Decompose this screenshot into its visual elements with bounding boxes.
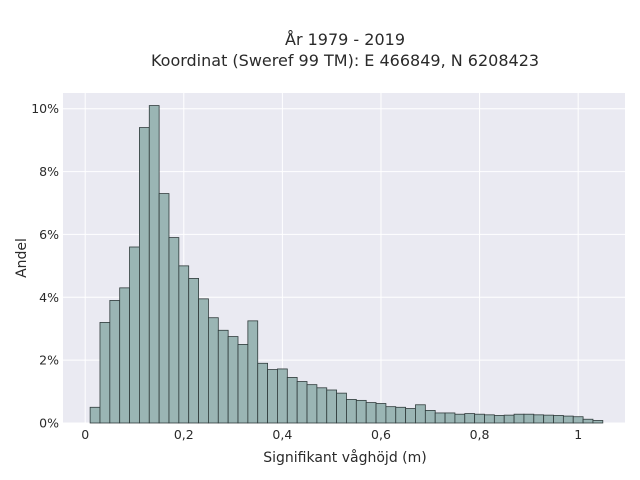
x-tick-label-1: 0,2 xyxy=(174,427,194,442)
y-tick-label-5: 10% xyxy=(31,101,59,116)
histogram-bar-30 xyxy=(385,406,397,424)
x-axis-label: Signifikant våghöjd (m) xyxy=(263,449,426,466)
histogram-bar-51 xyxy=(592,420,604,424)
histogram-bar-35 xyxy=(434,412,446,424)
y-tick-label-2: 4% xyxy=(39,290,59,305)
histogram-bar-9 xyxy=(178,265,190,424)
histogram-bar-17 xyxy=(257,362,268,424)
histogram-bars xyxy=(89,105,604,424)
histogram-bar-24 xyxy=(326,389,338,424)
histogram-bar-1 xyxy=(99,322,111,424)
histogram-bar-43 xyxy=(513,413,525,424)
histogram-bar-15 xyxy=(237,344,249,424)
histogram-bar-21 xyxy=(296,381,308,424)
histogram-bar-8 xyxy=(168,237,180,424)
histogram-bar-32 xyxy=(405,408,416,424)
y-tick-label-4: 8% xyxy=(39,164,59,179)
chart-title-line-1: År 1979 - 2019 xyxy=(285,30,405,49)
x-tick-label-2: 0,4 xyxy=(272,427,292,442)
histogram-bar-23 xyxy=(316,387,328,424)
histogram-bar-49 xyxy=(572,416,584,424)
histogram-bar-0 xyxy=(89,406,101,424)
histogram-bar-22 xyxy=(306,384,318,424)
x-tick-label-3: 0,6 xyxy=(371,427,391,442)
histogram-bar-41 xyxy=(493,415,505,424)
histogram-bar-3 xyxy=(119,287,130,424)
histogram-bar-37 xyxy=(454,413,466,424)
histogram-bar-2 xyxy=(109,300,121,424)
histogram-bar-10 xyxy=(188,278,199,424)
histogram-bar-7 xyxy=(158,193,170,424)
histogram-bar-40 xyxy=(484,414,495,424)
y-tick-label-0: 0% xyxy=(39,416,59,431)
histogram-bar-12 xyxy=(208,317,219,424)
histogram-bar-11 xyxy=(198,298,209,424)
histogram-bar-19 xyxy=(277,368,288,424)
y-tick-label-1: 2% xyxy=(39,353,59,368)
histogram-bar-39 xyxy=(474,413,485,424)
x-tick-label-5: 1 xyxy=(574,427,582,442)
histogram-bar-6 xyxy=(148,105,160,424)
histogram-bar-42 xyxy=(503,414,515,424)
histogram-bar-46 xyxy=(543,414,554,424)
histogram-bar-47 xyxy=(553,415,564,424)
histogram-bar-4 xyxy=(129,246,140,424)
chart-title-line-2: Koordinat (Sweref 99 TM): E 466849, N 62… xyxy=(151,51,539,70)
histogram-bar-26 xyxy=(346,399,357,424)
histogram-bar-14 xyxy=(227,336,239,424)
histogram-bar-50 xyxy=(582,418,594,424)
histogram-bar-31 xyxy=(395,406,407,424)
histogram-bar-36 xyxy=(444,412,456,424)
histogram-bar-27 xyxy=(355,399,367,424)
x-tick-label-4: 0,8 xyxy=(470,427,490,442)
y-tick-label-3: 6% xyxy=(39,227,59,242)
histogram-bar-29 xyxy=(375,403,387,424)
histogram-bar-28 xyxy=(365,402,377,424)
histogram-bar-20 xyxy=(286,377,298,424)
x-tick-label-0: 0 xyxy=(81,427,89,442)
histogram-bar-18 xyxy=(267,369,278,424)
y-axis-label: Andel xyxy=(14,238,30,278)
histogram-bar-34 xyxy=(424,410,436,424)
y-axis-ticks: 0% 2% 4% 6% 8% 10% xyxy=(31,101,59,430)
x-axis-ticks: 0 0,2 0,4 0,6 0,8 1 xyxy=(81,427,582,442)
histogram-bar-5 xyxy=(139,127,150,424)
histogram-bar-13 xyxy=(217,329,229,424)
histogram-bar-45 xyxy=(533,414,545,424)
histogram-bar-48 xyxy=(562,415,574,424)
histogram-bar-16 xyxy=(247,320,259,424)
histogram-bar-44 xyxy=(523,413,535,424)
histogram-bar-25 xyxy=(336,392,347,424)
histogram-bar-33 xyxy=(415,404,426,424)
histogram-bar-38 xyxy=(464,413,476,424)
